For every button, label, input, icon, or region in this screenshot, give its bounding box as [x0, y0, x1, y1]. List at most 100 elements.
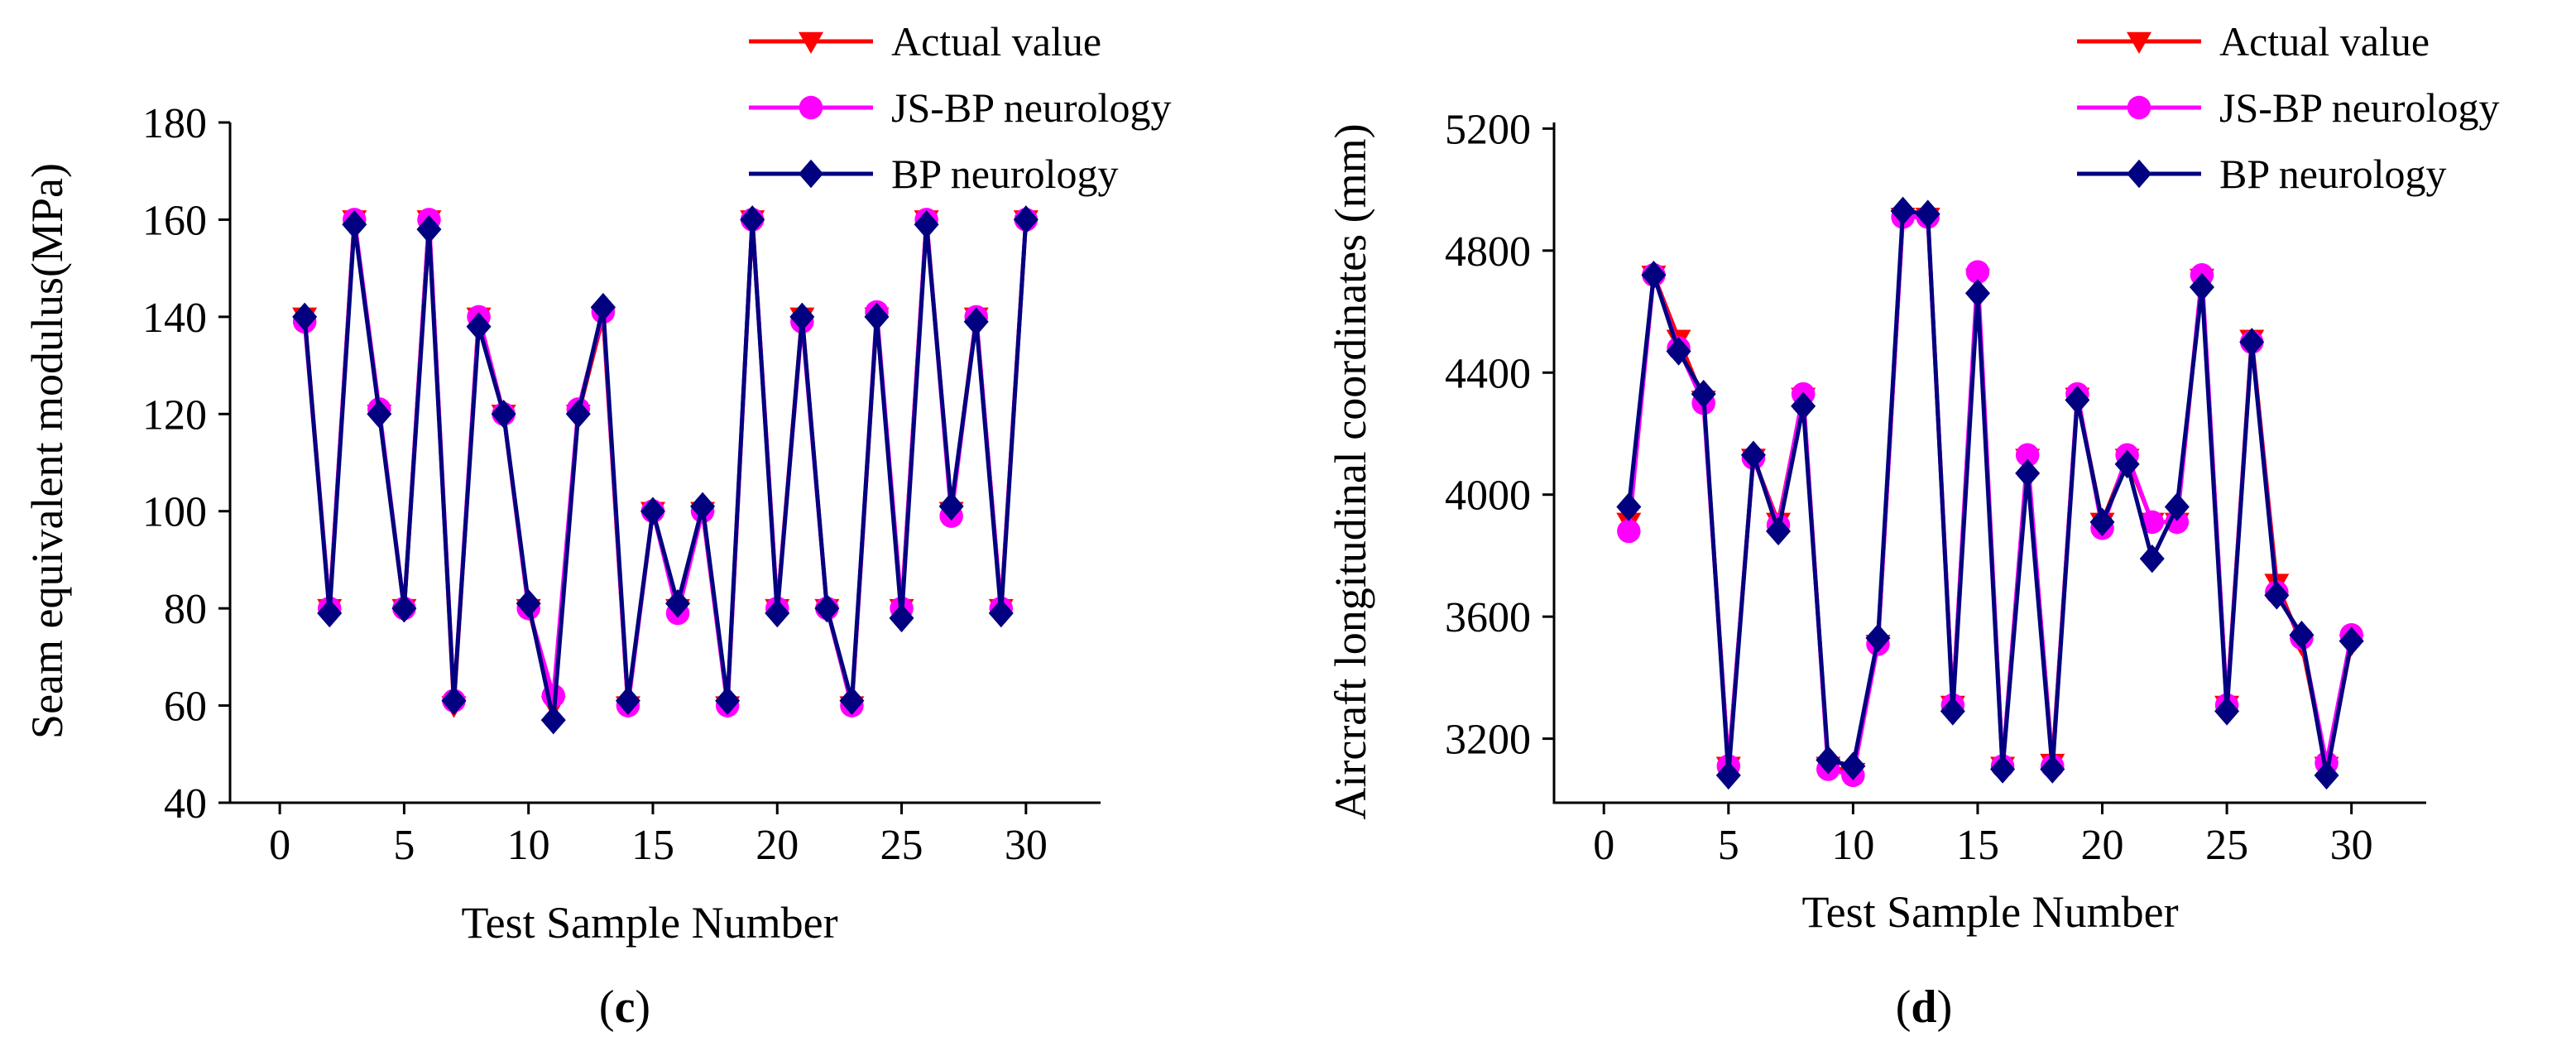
panel-d-legend-label: Actual value: [2219, 18, 2430, 65]
panel-c-data-point: [317, 598, 343, 628]
panel-c-y-tick-label: 100: [142, 489, 207, 536]
panel-c-data-point: [466, 312, 492, 341]
panel-c-x-tick-label: 20: [756, 822, 799, 869]
panel-c-series-line: [302, 217, 1029, 722]
panel-c-data-point: [615, 686, 640, 715]
panel-c-y-tick-label: 160: [142, 197, 207, 244]
panel-d-data-point: [1865, 623, 1891, 653]
panel-d-x-tick-label: 20: [2081, 822, 2124, 869]
panel-d-data-point: [1990, 755, 2016, 784]
panel-c-data-point: [441, 686, 467, 715]
panel-d-data-point: [2314, 761, 2339, 790]
panel-c-series-actual-value: [292, 210, 1039, 718]
panel-d-legend-label: BP neurology: [2219, 151, 2447, 197]
panel-d-data-point: [1666, 337, 1691, 366]
panel-d-data-point: [1915, 199, 1940, 228]
panel-c-data-point: [765, 598, 790, 628]
panel-c-legend-item: BP neurology: [749, 151, 1119, 197]
panel-c-data-point: [342, 210, 367, 239]
panel-c-label: (c): [599, 981, 650, 1033]
panel-c-data-point: [914, 210, 939, 239]
panel-c-legend: Actual value JS-BP neurology BP neurology: [749, 18, 1171, 197]
panel-c-label-letter: c: [615, 981, 636, 1033]
panel-c-legend-label: Actual value: [891, 18, 1101, 65]
panel-c-legend-marker: [799, 159, 823, 189]
panel-d-data-point: [1791, 391, 1816, 421]
panel-c-legend-label: BP neurology: [891, 151, 1119, 197]
panel-c-data-point: [640, 497, 665, 526]
panel-d-data-point: [1641, 261, 1667, 290]
panel-d-y-tick-label: 4800: [1445, 228, 1531, 276]
panel-d-data-point: [1740, 440, 1766, 470]
panel-c-x-tick-label: 15: [631, 822, 674, 869]
panel-d-legend-marker: [2127, 31, 2151, 54]
panel-c-data-point: [665, 589, 691, 618]
panel-d-chart: 0 5 10 15 20 25 30 3200 3600 4000 4400 4800 5200 Tes…: [1326, 18, 2499, 1033]
panel-d-data-point: [1890, 196, 1916, 226]
panel-c-legend-item: Actual value: [749, 18, 1101, 65]
panel-c-data-point: [740, 205, 765, 234]
panel-d-data-point: [2214, 697, 2240, 726]
panel-d-data-point: [1617, 519, 1641, 544]
panel-d-data-point: [1715, 761, 1741, 790]
panel-d-x-axis-title: Test Sample Number: [1801, 887, 2178, 937]
panel-d-data-point: [2339, 626, 2364, 655]
panel-d-x-tick-label: 30: [2330, 822, 2373, 869]
panel-c-data-point: [814, 593, 840, 623]
panel-d-legend-marker: [2127, 159, 2151, 189]
panel-c-plot-area: 0 5 10 15 20 25 30 40 60 80 100 120 140 160 180: [142, 100, 1101, 869]
panel-d-data-point: [2189, 272, 2214, 302]
panel-d-y-tick-label: 3600: [1445, 594, 1531, 641]
panel-c-y-tick-label: 80: [164, 586, 207, 633]
panel-c-data-point: [491, 400, 516, 429]
panel-d-data-point: [2089, 507, 2115, 537]
panel-c-legend-item: JS-BP neurology: [749, 84, 1171, 131]
panel-c-data-point: [988, 598, 1014, 628]
panel-c-data-point: [416, 214, 442, 244]
panel-c-data-point: [963, 307, 989, 336]
panel-c-data-point: [540, 705, 566, 735]
panel-d-data-point: [1964, 279, 1990, 308]
panel-d-legend-marker: [2127, 95, 2151, 120]
panel-c-data-point: [565, 400, 591, 429]
panel-c-data-point: [690, 492, 716, 521]
panel-c-data-point: [1013, 205, 1039, 234]
panel-d-series-bp-neurology: [1616, 196, 2364, 790]
panel-c-y-axis-title: Seam equivalent modulus(MPa): [22, 163, 72, 739]
panel-c-x-axis-title: Test Sample Number: [461, 898, 837, 948]
panel-c-data-point: [292, 302, 318, 332]
panel-c-y-tick-label: 40: [164, 780, 207, 828]
panel-d-legend-item: Actual value: [2077, 18, 2430, 65]
panel-c-legend-marker: [799, 95, 823, 120]
panel-d-data-point: [1840, 751, 1866, 781]
panel-d-data-point: [2140, 510, 2164, 535]
panel-c-legend-marker: [799, 31, 823, 54]
panel-c-y-tick-label: 180: [142, 100, 207, 147]
panel-c-data-point: [839, 686, 865, 715]
panel-d-data-point: [2040, 755, 2065, 784]
panel-d-x-tick-label: 5: [1718, 822, 1739, 869]
panel-d-y-tick-label: 4400: [1445, 350, 1531, 397]
panel-d-data-point: [2139, 544, 2165, 573]
panel-d-y-axis-title: Aircraft longitudinal coordinates (mm): [1326, 123, 1375, 819]
panel-c-series-bp-neurology: [292, 205, 1039, 735]
panel-c-data-point: [864, 302, 890, 332]
panel-c-data-point: [889, 603, 914, 633]
panel-c-data-point: [516, 589, 541, 618]
panel-c-data-point: [391, 593, 417, 623]
panel-c-data-point: [367, 400, 392, 429]
panel-d-x-tick-label: 0: [1593, 822, 1614, 869]
panel-d-data-point: [2264, 581, 2290, 610]
panel-d-series-line: [1626, 209, 2354, 778]
panel-d-data-point: [1965, 260, 1990, 284]
panel-c-y-tick-label: 60: [164, 684, 207, 731]
panel-d-data-point: [1816, 746, 1841, 775]
panel-d-label: (d): [1896, 981, 1952, 1033]
panel-d-data-point: [1766, 516, 1792, 546]
panel-c-series-js-bp-neurology: [292, 208, 1039, 717]
panel-d-data-point: [2164, 492, 2190, 521]
panel-d-data-point: [2065, 386, 2090, 415]
panel-c-data-point: [789, 302, 815, 332]
panel-d-x-tick-label: 25: [2205, 822, 2248, 869]
